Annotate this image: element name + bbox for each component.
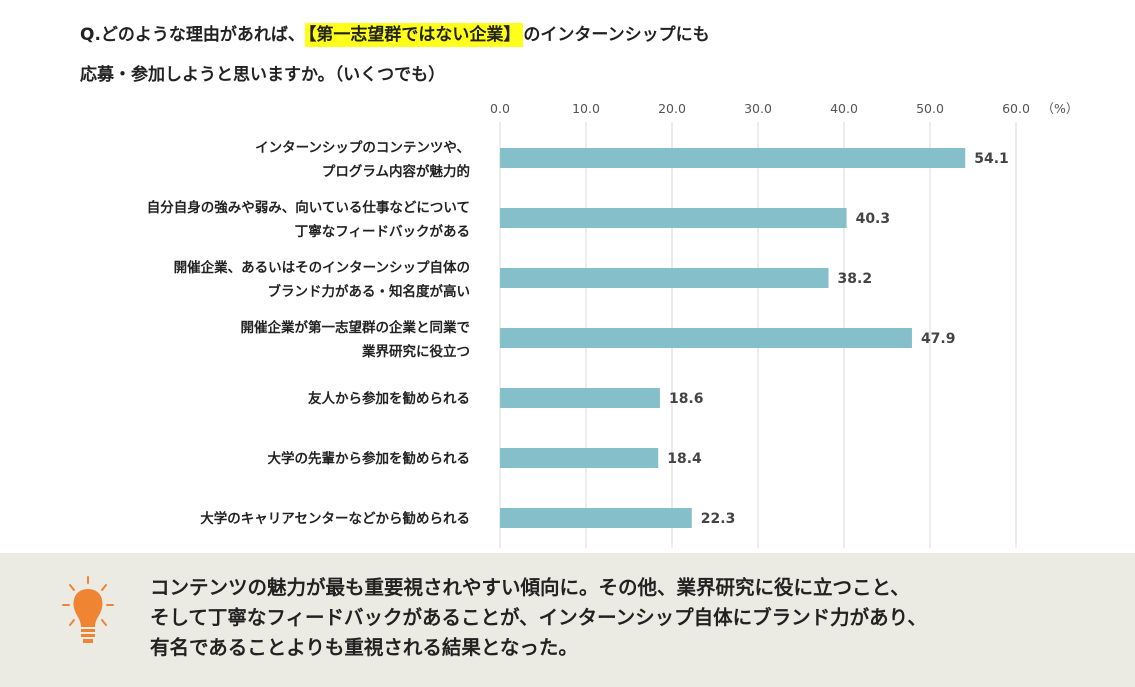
category-label: 開催企業が第一志望群の企業と同業で	[241, 319, 471, 336]
question-suffix: のインターンシップにも	[523, 25, 710, 45]
x-tick-label: 60.0	[1002, 101, 1030, 116]
category-label: 友人から参加を勧められる	[308, 390, 470, 407]
x-tick-label: 10.0	[572, 101, 600, 116]
data-label: 22.3	[701, 511, 736, 527]
question-highlight: 【第一志望群ではない企業】	[304, 23, 524, 47]
x-tick-label: 30.0	[744, 101, 772, 116]
category-label: ブランド力がある・知名度が高い	[268, 283, 471, 300]
category-label: 大学の先輩から参加を勧められる	[268, 450, 471, 467]
summary-text: コンテンツの魅力が最も重要視されやすい傾向に。その他、業界研究に役に立つこと、そ…	[150, 573, 927, 663]
question-line-2: 応募・参加しようと思いますか。（いくつでも）	[80, 65, 446, 85]
summary-panel: コンテンツの魅力が最も重要視されやすい傾向に。その他、業界研究に役に立つこと、そ…	[0, 553, 1135, 687]
bar	[500, 268, 829, 288]
category-label: 大学のキャリアセンターなどから勧められる	[200, 510, 470, 527]
category-label: 業界研究に役立つ	[361, 343, 470, 360]
category-label: 開催企業、あるいはそのインターンシップ自体の	[174, 259, 470, 276]
x-tick-label: 0.0	[490, 101, 510, 116]
category-label: インターンシップのコンテンツや、	[255, 140, 470, 156]
bar	[500, 148, 966, 168]
data-label: 54.1	[974, 151, 1009, 167]
x-tick-label: 20.0	[658, 101, 686, 116]
category-label: プログラム内容が魅力的	[322, 163, 470, 180]
unit-label: （%）	[1042, 101, 1079, 116]
bar	[500, 448, 659, 468]
bar-chart: 0.0 10.0 20.0 30.0 40.0 50.0 60.0 （%） 54.1 インターンシ…	[147, 101, 1079, 548]
bar	[500, 328, 912, 348]
x-tick-label: 50.0	[916, 101, 944, 116]
summary-line: そして丁寧なフィードバックがあることが、インターンシップ自体にブランド力があり、	[150, 606, 927, 629]
data-label: 40.3	[856, 211, 891, 227]
category-label: 丁寧なフィードバックがある	[295, 223, 470, 240]
bar	[500, 388, 660, 408]
question-line-1: Q.どのような理由があれば、 【第一志望群ではない企業】 のインターンシップにも	[80, 20, 710, 47]
bar	[500, 508, 692, 528]
category-label: 自分自身の強みや弱み、向いている仕事などについて	[147, 199, 470, 216]
bar	[500, 208, 847, 228]
summary-line: コンテンツの魅力が最も重要視されやすい傾向に。その他、業界研究に役に立つこと、	[150, 576, 910, 599]
x-tick-label: 40.0	[830, 101, 858, 116]
summary-line: 有名であることよりも重視される結果となった。	[150, 636, 578, 659]
lightbulb-icon	[62, 576, 114, 643]
data-label: 47.9	[921, 331, 956, 347]
data-label: 18.4	[667, 451, 702, 467]
data-label: 38.2	[838, 271, 873, 287]
question-prefix: Q.どのような理由があれば、	[80, 25, 305, 45]
data-label: 18.6	[669, 391, 704, 407]
